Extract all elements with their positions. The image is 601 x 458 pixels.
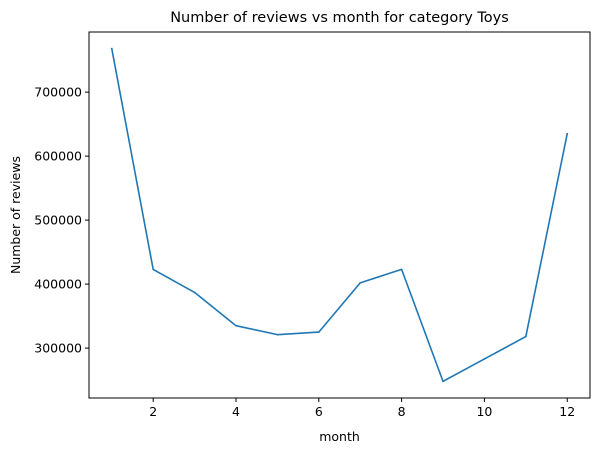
y-axis-ticks: 300000 400000 500000 600000 700000: [34, 85, 89, 356]
data-point: [400, 268, 403, 271]
y-tick-label: 500000: [34, 213, 82, 228]
chart-title: Number of reviews vs month for category …: [170, 10, 509, 26]
series-line: [110, 47, 569, 383]
x-axis-ticks: 2 4 6 8 10 12: [149, 398, 575, 419]
plot-layer: [110, 47, 569, 383]
x-axis-label: month: [319, 429, 360, 444]
data-point: [359, 282, 362, 284]
x-tick-label: 12: [559, 404, 575, 419]
data-point: [318, 331, 320, 333]
x-tick-label: 8: [398, 404, 406, 419]
data-point: [193, 291, 196, 294]
data-point: [110, 47, 113, 50]
data-point: [235, 324, 237, 327]
y-tick-label: 700000: [34, 85, 82, 100]
data-point: [276, 333, 279, 336]
y-tick-label: 400000: [34, 277, 82, 292]
x-tick-label: 4: [232, 404, 240, 419]
y-axis-label: Number of reviews: [8, 156, 23, 274]
data-point: [152, 268, 154, 271]
x-tick-label: 6: [315, 404, 323, 419]
data-point: [525, 335, 527, 338]
y-tick-label: 300000: [34, 341, 82, 356]
x-tick-label: 10: [476, 404, 492, 419]
data-point: [566, 132, 569, 135]
y-tick-label: 600000: [34, 149, 82, 164]
x-tick-label: 2: [149, 404, 157, 419]
data-point: [442, 380, 444, 383]
plot-frame: [88, 31, 591, 399]
data-point: [483, 358, 486, 360]
